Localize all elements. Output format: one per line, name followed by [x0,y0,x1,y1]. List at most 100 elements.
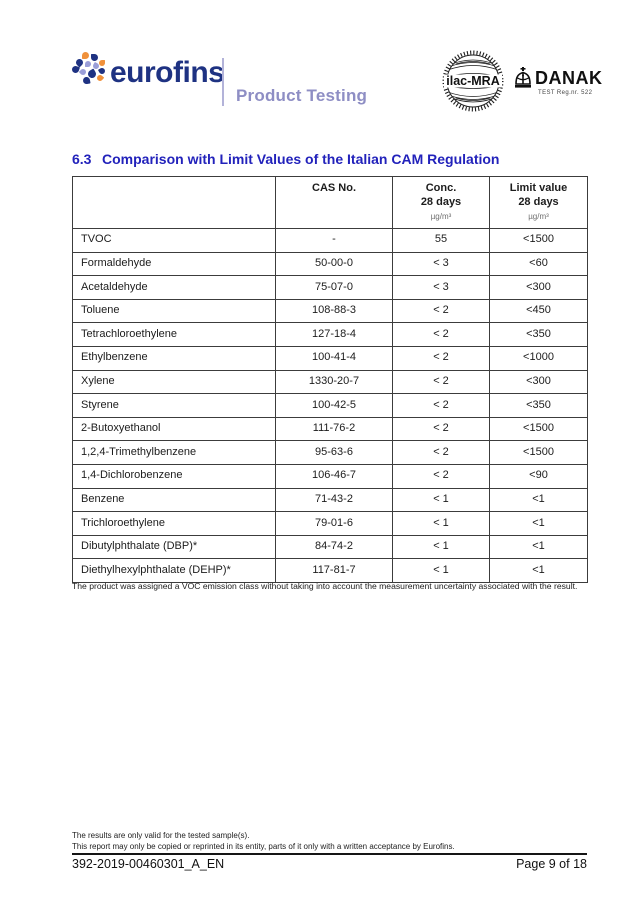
cas-cell: 108-88-3 [275,298,393,324]
substance-cell: Dibutylphthalate (DBP)* [72,534,276,560]
column-header-substance [72,176,276,229]
division-name: Product Testing [236,86,368,105]
table-row: Benzene 71-43-2 < 1 <1 [72,487,588,513]
page-number: Page 9 of 18 [516,857,587,871]
limit-cell: <350 [489,322,588,347]
conc-cell: < 3 [392,275,490,300]
cas-cell: 117-81-7 [275,558,393,583]
conc-cell: < 2 [392,463,490,489]
limit-cell: <300 [489,275,588,300]
cas-cell: 71-43-2 [275,487,393,513]
table-row: Formaldehyde 50-00-0 < 3 <60 [72,251,588,277]
footer-rule [72,853,587,855]
limit-values-table: CAS No. Conc. 28 days µg/m³ Limit value … [72,176,588,583]
substance-cell: 1,2,4-Trimethylbenzene [72,440,276,465]
section-title: Comparison with Limit Values of the Ital… [102,151,500,167]
ilac-mra-label: ilac-MRA [446,74,499,88]
table-row: Xylene 1330-20-7 < 2 <300 [72,369,588,395]
table-footnote: The product was assigned a VOC emission … [72,581,578,591]
limit-cell: <1 [489,487,588,513]
table-row: Diethylhexylphthalate (DEHP)* 117-81-7 < 1… [72,558,588,583]
column-header-limit: Limit value 28 days µg/m³ [489,176,588,229]
table-row: 1,4-Dichlorobenzene 106-46-7 < 2 <90 [72,463,588,489]
table-row: Ethylbenzene 100-41-4 < 2 <1000 [72,345,588,371]
conc-cell: < 1 [392,511,490,536]
unit-label: µg/m³ [528,211,549,221]
cas-cell: 1330-20-7 [275,369,393,395]
substance-cell: Toluene [72,298,276,324]
brand-divider [222,58,224,106]
conc-cell: < 1 [392,487,490,513]
table-row: 2-Butoxyethanol 111-76-2 < 2 <1500 [72,416,588,442]
document-id: 392-2019-00460301_A_EN [72,857,225,871]
conc-cell: < 2 [392,298,490,324]
conc-cell: < 1 [392,534,490,560]
conc-cell: < 2 [392,416,490,442]
substance-cell: Ethylbenzene [72,345,276,371]
substance-cell: Benzene [72,487,276,513]
cas-cell: 100-42-5 [275,393,393,418]
substance-cell: Tetrachloroethylene [72,322,276,347]
eurofins-logo-icon [71,52,108,85]
limit-cell: <300 [489,369,588,395]
cas-cell: 111-76-2 [275,416,393,442]
limit-cell: <350 [489,393,588,418]
limit-cell: <1500 [489,440,588,465]
column-header-conc: Conc. 28 days µg/m³ [392,176,490,229]
limit-cell: <1500 [489,416,588,442]
conc-cell: < 3 [392,251,490,277]
conc-cell: 55 [392,228,490,253]
substance-cell: 2-Butoxyethanol [72,416,276,442]
table-body: TVOC -55 <1500 Formaldehyde 50-00-0 < 3 <60 Ace… [72,228,588,583]
cas-cell: 100-41-4 [275,345,393,371]
section-heading: 6.3 Comparison with Limit Values of the I… [72,151,499,167]
crown-icon [515,67,531,88]
table-row: Trichloroethylene 79-01-6 < 1 <1 [72,511,588,536]
cas-cell: 75-07-0 [275,275,393,300]
substance-cell: Formaldehyde [72,251,276,277]
conc-cell: < 2 [392,369,490,395]
section-number: 6.3 [72,151,92,167]
substance-cell: Trichloroethylene [72,511,276,536]
footer-disclaimer-2: This report may only be copied or reprin… [72,842,455,851]
substance-cell: Acetaldehyde [72,275,276,300]
limit-cell: <1 [489,558,588,583]
table-header-row: CAS No. Conc. 28 days µg/m³ Limit value … [72,176,588,229]
cas-cell: 95-63-6 [275,440,393,465]
unit-label: µg/m³ [430,211,452,221]
limit-cell: <1500 [489,228,588,253]
cas-cell: - [275,228,393,253]
substance-cell: 1,4-Dichlorobenzene [72,463,276,489]
table-row: Toluene 108-88-3 < 2 <450 [72,298,588,324]
substance-cell: TVOC [72,228,276,253]
table-row: TVOC -55 <1500 [72,228,588,253]
limit-cell: <1 [489,534,588,560]
limit-cell: <1 [489,511,588,536]
danak-label: DANAK [535,68,603,88]
ilac-mra-logo-icon: ilac-MRA [442,50,504,112]
conc-cell: < 2 [392,345,490,371]
conc-cell: < 2 [392,393,490,418]
conc-cell: < 2 [392,440,490,465]
cas-cell: 84-74-2 [275,534,393,560]
column-header-cas: CAS No. [275,176,393,229]
limit-cell: <1000 [489,345,588,371]
danak-registration: TEST Reg.nr. 522 [538,90,593,96]
table-row: Styrene 100-42-5 < 2 <350 [72,393,588,418]
footer-disclaimer-1: The results are only valid for the teste… [72,831,250,840]
table-row: Tetrachloroethylene 127-18-4 < 2 <350 [72,322,588,347]
table-row: Acetaldehyde 75-07-0 < 3 <300 [72,275,588,300]
limit-cell: <60 [489,251,588,277]
substance-cell: Xylene [72,369,276,395]
cas-cell: 50-00-0 [275,251,393,277]
limit-cell: <90 [489,463,588,489]
table-row: Dibutylphthalate (DBP)* 84-74-2 < 1 <1 [72,534,588,560]
conc-cell: < 2 [392,322,490,347]
substance-cell: Styrene [72,393,276,418]
table-row: 1,2,4-Trimethylbenzene 95-63-6 < 2 <1500 [72,440,588,465]
footer-row: 392-2019-00460301_A_EN Page 9 of 18 [72,857,587,871]
cas-cell: 79-01-6 [275,511,393,536]
cas-cell: 106-46-7 [275,463,393,489]
limit-cell: <450 [489,298,588,324]
